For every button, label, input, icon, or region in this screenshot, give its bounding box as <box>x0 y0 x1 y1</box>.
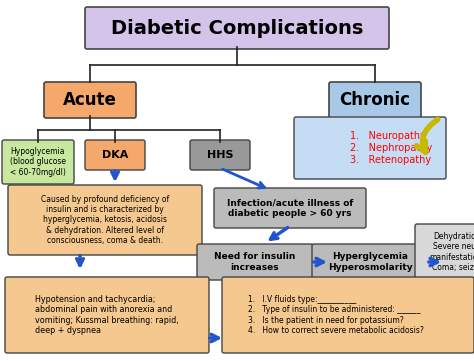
FancyBboxPatch shape <box>294 117 446 179</box>
FancyBboxPatch shape <box>415 224 474 280</box>
FancyBboxPatch shape <box>197 244 313 280</box>
Text: Infection/acute illness of
diabetic people > 60 yrs: Infection/acute illness of diabetic peop… <box>227 198 353 218</box>
Text: DKA: DKA <box>102 150 128 160</box>
Text: Chronic: Chronic <box>339 91 410 109</box>
FancyArrowPatch shape <box>416 119 438 152</box>
FancyBboxPatch shape <box>2 140 74 184</box>
FancyBboxPatch shape <box>312 244 428 280</box>
Text: Need for insulin
increases: Need for insulin increases <box>214 252 296 272</box>
FancyBboxPatch shape <box>214 188 366 228</box>
FancyBboxPatch shape <box>85 7 389 49</box>
Text: Hypoglycemia
(blood glucose
< 60-70mg/dl): Hypoglycemia (blood glucose < 60-70mg/dl… <box>10 147 66 177</box>
FancyBboxPatch shape <box>329 82 421 118</box>
FancyBboxPatch shape <box>5 277 209 353</box>
FancyBboxPatch shape <box>190 140 250 170</box>
Text: Diabetic Complications: Diabetic Complications <box>111 18 363 38</box>
Text: Dehydration;
Severe neuro
manifestations
Coma; seizer.: Dehydration; Severe neuro manifestations… <box>429 232 474 272</box>
FancyBboxPatch shape <box>222 277 474 353</box>
Text: Acute: Acute <box>63 91 117 109</box>
FancyBboxPatch shape <box>85 140 145 170</box>
Text: Hypotension and tachycardia;
abdominal pain with anorexia and
vomiting; Kussmal : Hypotension and tachycardia; abdominal p… <box>35 295 179 335</box>
Text: HHS: HHS <box>207 150 233 160</box>
FancyBboxPatch shape <box>8 185 202 255</box>
Text: Caused by profound deficiency of
insulin and is characterized by
hyperglycemia, : Caused by profound deficiency of insulin… <box>41 195 169 245</box>
Text: Hyperglycemia
Hyperosmolarity: Hyperglycemia Hyperosmolarity <box>328 252 412 272</box>
FancyBboxPatch shape <box>44 82 136 118</box>
Text: 1.   Neuropathy
2.   Nephropathy
3.   Retenopathy: 1. Neuropathy 2. Nephropathy 3. Retenopa… <box>350 131 432 165</box>
Text: 1.   I.V fluids type:__________
2.   Type of insulin to be administered: ______
: 1. I.V fluids type:__________ 2. Type of… <box>248 295 424 335</box>
